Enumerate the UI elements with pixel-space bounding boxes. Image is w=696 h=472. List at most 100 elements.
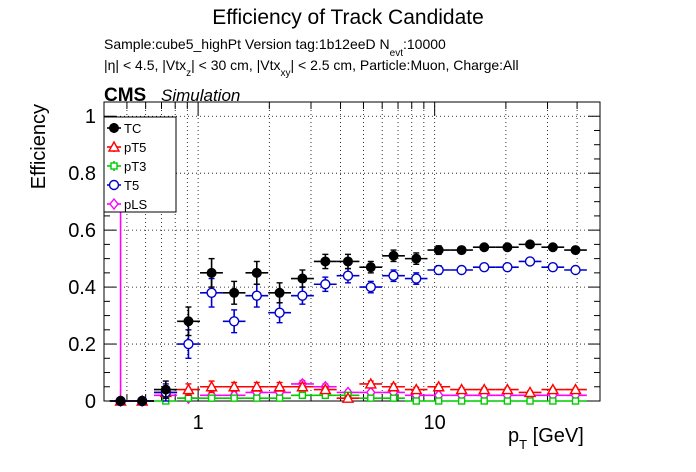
- data-point: [367, 394, 375, 402]
- data-point: [342, 270, 354, 281]
- data-point: [250, 380, 263, 392]
- data-point: [182, 383, 195, 395]
- data-point: [275, 394, 284, 402]
- y-tick-label: 0.4: [68, 277, 96, 299]
- data-point: [108, 179, 120, 191]
- data-point: [365, 281, 376, 293]
- data-point: [319, 383, 332, 395]
- data-point: [411, 253, 422, 264]
- legend-label: T5: [124, 178, 139, 193]
- data-point: [273, 380, 286, 392]
- legend-label: pT3: [124, 159, 146, 174]
- data-point: [115, 396, 126, 406]
- data-point: [297, 290, 308, 301]
- data-point: [434, 397, 443, 405]
- data-point: [502, 242, 513, 253]
- data-point: [364, 377, 377, 389]
- subtitle-sample: Sample:cube5_highPt Version tag:1b12eeD …: [104, 36, 390, 52]
- legend-label: TC: [124, 121, 141, 136]
- data-point: [109, 197, 119, 211]
- data-point: [228, 316, 240, 327]
- data-point: [297, 273, 308, 284]
- series-pLS: [109, 186, 587, 408]
- subtitle-cuts-rest: | < 2.5 cm, Particle:Muon, Charge:All: [290, 57, 518, 73]
- data-point: [478, 383, 491, 395]
- legend-entry-T5: T5: [107, 178, 139, 193]
- legend-entry-TC: TC: [107, 121, 141, 136]
- data-point: [253, 394, 261, 402]
- data-point: [411, 273, 422, 284]
- data-point: [433, 245, 444, 256]
- data-point: [410, 383, 423, 395]
- subtitle-cuts-eta: |η| < 4.5, |Vtx: [104, 57, 186, 73]
- x-tick-label: 1: [193, 412, 204, 434]
- data-point: [503, 397, 512, 405]
- data-point: [320, 279, 331, 290]
- data-point: [184, 394, 193, 402]
- data-point: [547, 261, 559, 273]
- data-point: [571, 397, 580, 405]
- data-point: [387, 380, 400, 392]
- data-point: [479, 242, 490, 253]
- data-point: [501, 383, 514, 395]
- data-series: [109, 186, 587, 408]
- data-point: [456, 245, 467, 256]
- subtitle-vtxz-sub: z: [186, 68, 191, 79]
- cms-label: CMS: [104, 85, 146, 106]
- legend-entry-pLS: pLS: [107, 197, 147, 212]
- data-point: [549, 397, 557, 405]
- data-point: [341, 391, 355, 403]
- series-T5: [109, 256, 587, 407]
- data-point: [109, 123, 119, 133]
- subtitle-nevt-value: :10000: [403, 36, 446, 52]
- data-point: [207, 394, 216, 402]
- series-pT3: [109, 391, 587, 405]
- x-axis-label: pT [GeV]: [508, 425, 584, 452]
- data-point: [479, 261, 490, 273]
- plot-frame: [103, 101, 601, 402]
- data-point: [298, 391, 307, 400]
- data-point: [251, 267, 262, 278]
- svg-text:|η| < 4.5, |Vtxz| < 30 cm, |Vt: |η| < 4.5, |Vtxz| < 30 cm, |Vtxxy| < 2.5…: [104, 57, 519, 79]
- subtitle-vtxxy-sub: xy: [280, 68, 290, 79]
- data-point: [274, 307, 285, 318]
- data-point: [251, 290, 262, 301]
- data-point: [388, 270, 399, 281]
- y-tick-label: 0.8: [68, 163, 96, 185]
- subtitle-cuts-vtxz: | < 30 cm, |Vtx: [191, 57, 280, 73]
- data-point: [389, 394, 398, 402]
- data-point: [230, 394, 238, 402]
- legend-entry-pT5: pT5: [107, 140, 146, 155]
- subtitle-nevt-sub: evt: [390, 48, 404, 59]
- x-tick-label: 10: [424, 412, 446, 434]
- legend-entry-pT3: pT3: [107, 159, 146, 174]
- data-point: [502, 261, 513, 273]
- data-point: [480, 397, 488, 405]
- data-point: [296, 380, 309, 392]
- y-tick-label: 0: [85, 391, 96, 413]
- y-tick-label: 1: [85, 106, 96, 128]
- data-point: [570, 264, 581, 276]
- data-point: [526, 397, 534, 405]
- data-point: [320, 256, 331, 267]
- data-point: [546, 383, 560, 395]
- data-point: [547, 242, 558, 253]
- series-TC: [109, 239, 587, 406]
- data-point: [524, 256, 536, 267]
- data-point: [412, 397, 420, 405]
- data-point: [227, 380, 241, 392]
- data-point: [183, 338, 194, 350]
- data-point: [569, 383, 582, 395]
- simulation-label: Simulation: [161, 86, 240, 105]
- data-point: [570, 245, 581, 256]
- legend-label: pLS: [124, 197, 147, 212]
- data-point: [388, 250, 399, 261]
- data-point: [365, 262, 376, 273]
- svg-text:Sample:cube5_highPt Version: Sample:cube5_highPt Version tag:1b12eeD …: [104, 36, 446, 59]
- data-point: [432, 380, 445, 392]
- y-axis-label: Efficiency: [28, 104, 50, 189]
- data-point: [229, 287, 240, 298]
- data-point: [433, 264, 444, 276]
- data-point: [107, 140, 121, 152]
